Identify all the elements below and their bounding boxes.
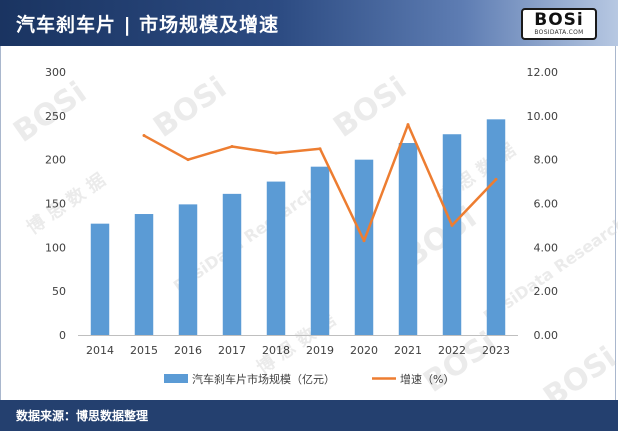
logo-subtext: BOSIDATA.COM xyxy=(534,29,584,36)
y-right-tick-label: 10.00 xyxy=(527,110,559,123)
line-point xyxy=(230,145,234,149)
line-point xyxy=(142,134,146,138)
bar xyxy=(266,181,286,335)
legend-line-label: 增速（%） xyxy=(400,372,454,386)
line-point xyxy=(186,158,190,162)
y-left-tick-label: 150 xyxy=(45,198,66,211)
line-point xyxy=(494,177,498,181)
y-right-tick-label: 2.00 xyxy=(534,285,559,298)
x-tick-label: 2014 xyxy=(86,344,114,357)
y-left-tick-label: 200 xyxy=(45,154,66,167)
x-tick-label: 2022 xyxy=(438,344,466,357)
x-tick-label: 2016 xyxy=(174,344,202,357)
x-tick-label: 2019 xyxy=(306,344,334,357)
chart-area: 0 50 100 150 200 250 300 0.00 2.00 4.00 6.00 8.00 1… xyxy=(45,66,559,386)
y-right-tick-label: 8.00 xyxy=(534,154,559,167)
bar xyxy=(486,119,506,335)
y-left-tick-label: 300 xyxy=(45,66,66,79)
line-point xyxy=(362,239,366,243)
y-left-tick-label: 50 xyxy=(52,285,66,298)
y-right-tick-label: 6.00 xyxy=(534,198,559,211)
bar xyxy=(178,204,198,335)
bar xyxy=(354,159,374,335)
x-tick-label: 2018 xyxy=(262,344,290,357)
x-tick-label: 2020 xyxy=(350,344,378,357)
x-tick-label: 2017 xyxy=(218,344,246,357)
x-tick-label: 2023 xyxy=(482,344,510,357)
left-axis: 0 50 100 150 200 250 300 xyxy=(45,66,66,342)
legend: 汽车刹车片市场规模（亿元） 增速（%） xyxy=(164,372,454,386)
y-right-tick-label: 0.00 xyxy=(534,329,559,342)
x-tick-label: 2021 xyxy=(394,344,422,357)
x-axis: 2014 2015 2016 2017 2018 2019 2020 2021 2022 2023 xyxy=(86,344,510,357)
logo-text: BOSi xyxy=(534,10,584,30)
bar xyxy=(222,193,242,335)
line-point xyxy=(318,147,322,151)
y-left-tick-label: 0 xyxy=(59,329,66,342)
bar xyxy=(398,143,418,335)
bar xyxy=(310,166,330,335)
y-right-tick-label: 4.00 xyxy=(534,241,559,254)
line-point xyxy=(406,123,410,127)
y-left-tick-label: 100 xyxy=(45,241,66,254)
chart-title: 汽车刹车片 | 市场规模及增速 xyxy=(16,14,280,36)
line-point xyxy=(274,151,278,155)
bosi-logo: BOSi BOSIDATA.COM xyxy=(521,8,597,40)
bar xyxy=(90,223,110,335)
footer-bar: 数据来源：博思数据整理 xyxy=(0,400,618,431)
line-series xyxy=(142,123,498,243)
y-right-tick-label: 12.00 xyxy=(527,66,559,79)
x-tick-label: 2015 xyxy=(130,344,158,357)
legend-bar-swatch xyxy=(164,374,188,383)
line-point xyxy=(450,223,454,227)
bar xyxy=(442,134,462,335)
source-note: 数据来源：博思数据整理 xyxy=(16,409,149,423)
bar-series xyxy=(90,119,506,335)
y-left-tick-label: 250 xyxy=(45,110,66,123)
legend-bar-label: 汽车刹车片市场规模（亿元） xyxy=(192,372,335,386)
bar xyxy=(134,214,154,335)
right-axis: 0.00 2.00 4.00 6.00 8.00 10.00 12.00 xyxy=(527,66,559,342)
title-banner: 汽车刹车片 | 市场规模及增速 BOSi BOSIDATA.COM xyxy=(0,0,618,46)
